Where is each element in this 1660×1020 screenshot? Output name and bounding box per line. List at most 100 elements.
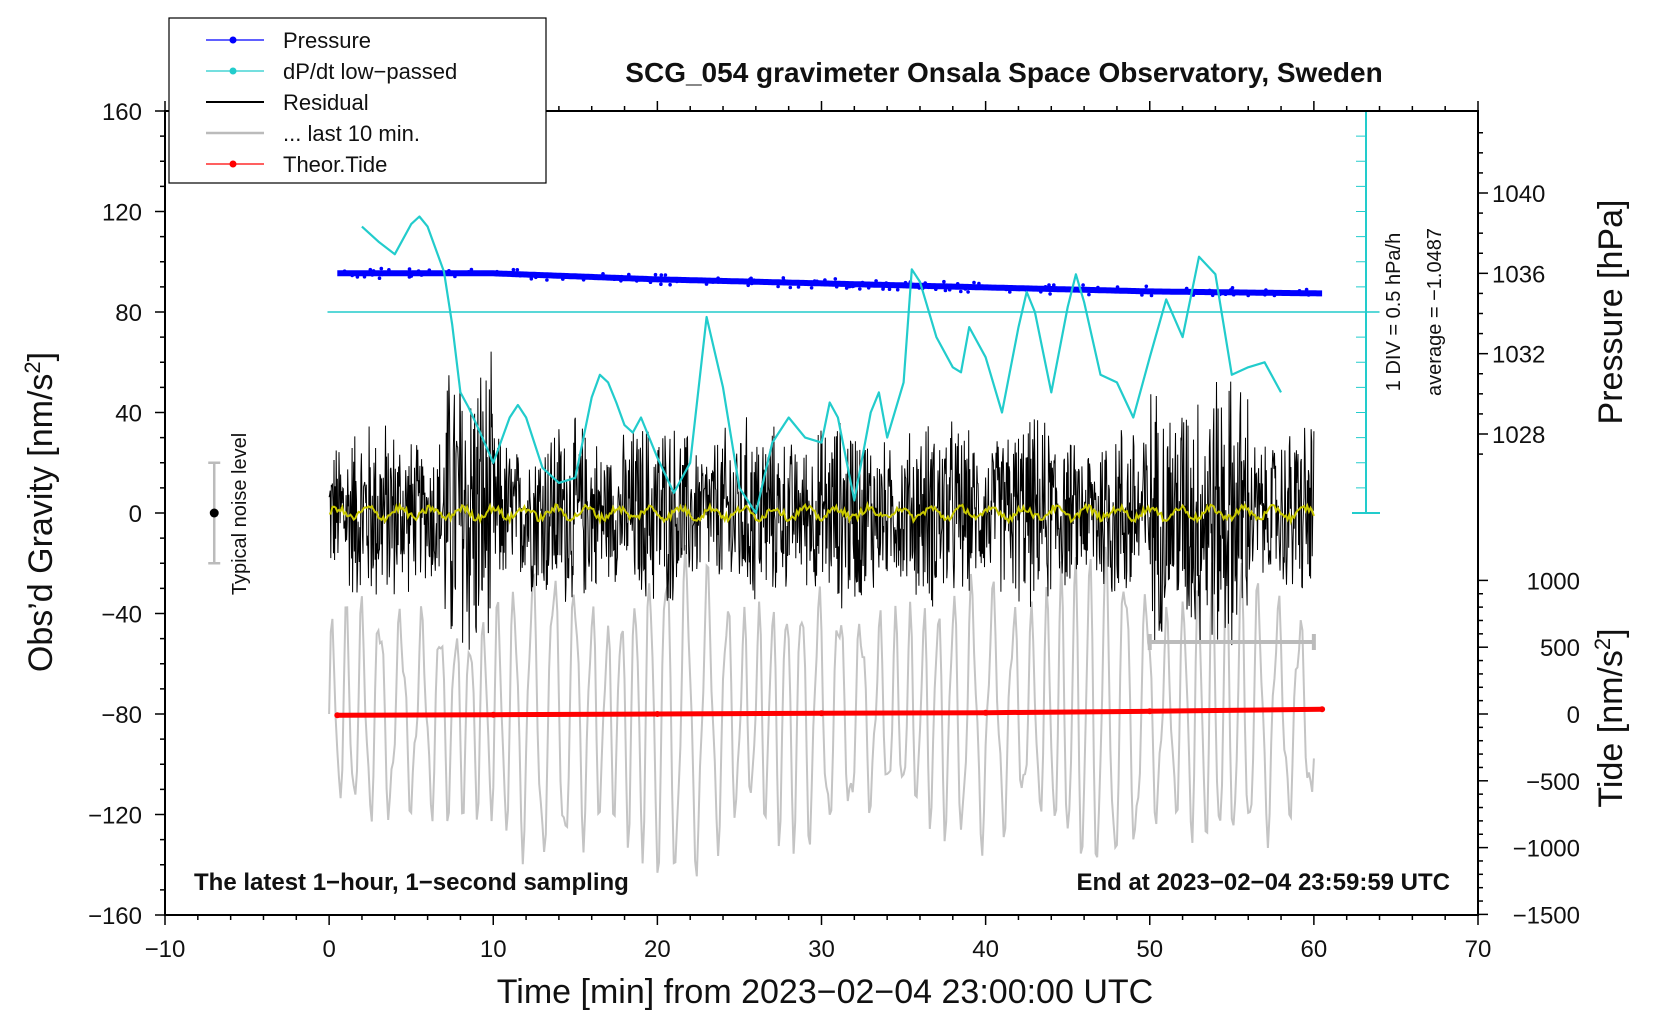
pressure-point: [627, 272, 631, 277]
pressure-point: [426, 271, 430, 275]
residual-line: [328, 351, 1315, 650]
tide-point: [982, 709, 989, 716]
pressure-point: [776, 284, 780, 289]
pressure-point: [844, 286, 849, 290]
pressure-point: [379, 266, 384, 271]
pressure-point: [782, 278, 786, 283]
y-tick-label: 80: [115, 300, 142, 327]
legend-marker: [229, 36, 237, 44]
pressure-tick-label: 1032: [1492, 342, 1545, 369]
pressure-point: [1297, 289, 1302, 293]
legend-label: Residual: [283, 90, 369, 115]
y-tick-label: 40: [115, 401, 142, 428]
pressure-point: [350, 273, 355, 278]
tide-tick-label: 1000: [1527, 568, 1580, 595]
pressure-point: [518, 273, 522, 278]
pressure-point: [659, 282, 663, 287]
pressure-point: [723, 279, 727, 284]
pressure-point: [653, 272, 658, 277]
pressure-point: [1137, 288, 1141, 293]
pressure-point: [581, 278, 586, 282]
pressure-point: [342, 269, 347, 274]
pressure-point: [711, 280, 715, 284]
pressure-point: [619, 279, 623, 283]
pressure-point: [716, 280, 720, 284]
pressure-point: [370, 273, 375, 277]
pressure-point: [895, 287, 900, 292]
average-label: average = −1.0487: [1424, 228, 1446, 396]
noise-level-label: Typical noise level: [229, 433, 251, 595]
pressure-point: [416, 269, 421, 273]
tide-tick-label: −1000: [1513, 836, 1580, 863]
y-tick-label: −160: [88, 903, 142, 930]
tide-tick-label: 500: [1540, 635, 1580, 662]
pressure-point: [560, 273, 565, 278]
pressure-point: [852, 284, 856, 288]
pressure-point: [1264, 288, 1268, 292]
pressure-axis-label: Pressure [hPa]: [1592, 200, 1630, 425]
pressure-point: [1052, 283, 1056, 287]
pressure-point: [1228, 288, 1233, 292]
y-tick-label: −120: [88, 803, 142, 830]
pressure-point: [1306, 293, 1311, 297]
pressure-point: [894, 284, 898, 288]
legend-label: Pressure: [283, 28, 371, 53]
dpdt-series: [327, 215, 1380, 515]
x-tick-label: 30: [808, 936, 835, 963]
pressure-tick-label: 1036: [1492, 261, 1545, 288]
pressure-point: [663, 273, 668, 277]
pressure-point: [495, 269, 499, 274]
pressure-point: [1043, 285, 1048, 289]
pressure-point: [1223, 292, 1228, 297]
y-tick-label: 160: [102, 99, 142, 126]
pressure-point: [637, 278, 642, 282]
pressure-point: [866, 286, 871, 290]
pressure-point: [884, 281, 889, 285]
pressure-point: [963, 287, 968, 291]
legend-item-dpdt: dP/dt low−passed: [206, 59, 457, 84]
last-10-min-line: [328, 545, 1315, 877]
pressure-point: [595, 276, 599, 281]
pressure-point: [407, 267, 412, 271]
pressure-point: [968, 285, 972, 290]
pressure-point: [575, 275, 580, 280]
pressure-point: [1140, 293, 1144, 297]
pressure-point: [746, 283, 750, 288]
pressure-point: [362, 275, 367, 279]
pressure-point: [796, 285, 801, 289]
pressure-point: [401, 270, 406, 275]
y-tick-label: 0: [129, 501, 142, 528]
legend-marker: [229, 67, 237, 75]
pressure-point: [966, 290, 970, 294]
pressure-point: [678, 277, 682, 282]
pressure-point: [776, 280, 780, 285]
pressure-point: [1149, 293, 1154, 298]
pressure-point: [858, 287, 862, 291]
noise-center: [209, 508, 219, 518]
noise-indicator: [208, 461, 221, 565]
pressure-point: [1008, 290, 1012, 294]
pressure-point: [917, 286, 921, 290]
tide-axis-label: Tide [nm/s2]: [1590, 628, 1630, 807]
tide-point: [654, 711, 661, 717]
pressure-point: [1263, 292, 1267, 297]
legend-item-residual: Residual: [206, 90, 369, 115]
pressure-point: [407, 275, 412, 279]
y-tick-label: −40: [101, 602, 142, 629]
tide-point: [1146, 708, 1153, 715]
pressure-point: [834, 284, 839, 289]
pressure-point: [881, 287, 885, 291]
pressure-point: [947, 287, 952, 292]
pressure-point: [561, 277, 565, 281]
x-axis-label: Time [min] from 2023−02−04 23:00:00 UTC: [497, 973, 1153, 1011]
pressure-point: [972, 280, 976, 285]
pressure-point: [564, 274, 569, 278]
pressure-point: [1207, 288, 1212, 293]
pressure-point: [469, 267, 474, 272]
pressure-point: [704, 282, 709, 286]
tide-point: [818, 710, 825, 717]
pressure-point: [511, 267, 516, 272]
pressure-point: [371, 269, 376, 273]
pressure-point: [887, 287, 892, 292]
